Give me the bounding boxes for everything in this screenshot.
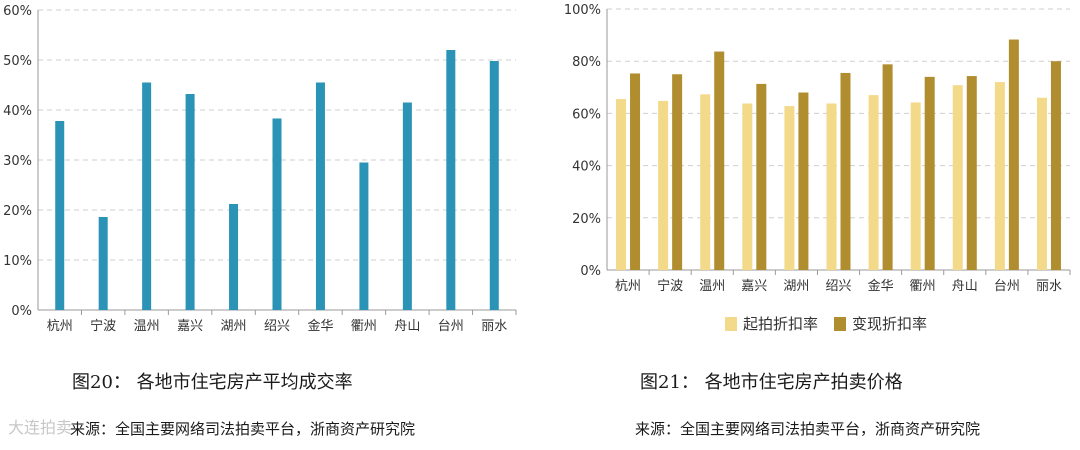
legend-swatch-start — [725, 316, 737, 331]
legend-label-realized: 变现折扣率 — [852, 315, 928, 333]
x-tick-label: 宁波 — [90, 318, 116, 334]
x-tick-label: 温州 — [699, 279, 725, 294]
y-tick-label: 50% — [3, 54, 32, 69]
bar — [359, 162, 369, 310]
bar — [840, 72, 851, 270]
right-chart-panel: 0% 20% 40% 60% 80% 100% 杭州 宁波 温州 嘉兴 湖州 绍兴 金华 衢州 舟山 台州 丽水 — [540, 0, 1080, 450]
y-tick-label: 40% — [572, 160, 601, 175]
bar — [1036, 97, 1047, 271]
y-tick-label: 20% — [572, 212, 601, 227]
bar — [185, 94, 195, 310]
x-tick-label: 温州 — [134, 319, 160, 334]
bar — [952, 85, 963, 270]
x-tick-label: 衢州 — [351, 319, 377, 334]
bar — [966, 76, 977, 271]
bar — [742, 103, 753, 271]
x-tick-label: 杭州 — [615, 279, 641, 294]
x-tick-label: 舟山 — [952, 279, 978, 294]
x-tick-label: 湖州 — [221, 319, 247, 334]
bar — [658, 100, 669, 270]
left-chart-panel: 0% 10% 20% 30% 40% 50% 60% 杭州 宁波 温州 嘉兴 湖州 绍兴 金华 衢州 舟山 台州… — [3, 4, 517, 334]
y-tick-label: 60% — [3, 4, 32, 19]
discount-rate-chart: 0% 20% 40% 60% 80% 100% 杭州 宁波 温州 嘉兴 湖州 绍兴 金华 衢州 舟山 台州 丽水 — [564, 3, 1071, 294]
x-tick-label: 绍兴 — [264, 319, 290, 334]
y-tick-label: 10% — [3, 254, 32, 269]
bar — [446, 50, 456, 310]
x-tick-label: 丽水 — [481, 319, 507, 334]
bar — [700, 94, 711, 270]
x-tick-label: 丽水 — [1036, 279, 1062, 294]
bar — [142, 82, 152, 310]
y-tick-label: 100% — [564, 3, 601, 18]
bar — [868, 95, 879, 270]
bar — [229, 204, 239, 310]
x-tick-label: 嘉兴 — [177, 319, 203, 334]
bar — [55, 121, 65, 310]
left-chart-source: 来源：全国主要网络司法拍卖平台，浙商资产研究院 — [70, 420, 416, 438]
bar — [924, 76, 935, 270]
bar — [994, 82, 1005, 270]
x-tick-label: 金华 — [868, 278, 894, 294]
bar — [672, 74, 683, 270]
y-tick-label: 60% — [572, 107, 601, 122]
legend-item-realized: 变现折扣率 — [834, 313, 927, 334]
bar — [826, 103, 837, 271]
bar — [756, 83, 767, 270]
x-tick-label: 台州 — [438, 319, 464, 334]
x-tick-label: 金华 — [307, 318, 333, 334]
right-chart-caption: 图21： 各地市住宅房产拍卖价格 — [640, 372, 903, 393]
bar — [1050, 61, 1061, 271]
bar — [272, 118, 282, 310]
x-tick-label: 台州 — [994, 279, 1020, 294]
y-tick-label: 0% — [580, 264, 601, 279]
bar — [616, 99, 627, 270]
legend-swatch-realized — [834, 316, 847, 331]
y-tick-label: 30% — [3, 154, 32, 169]
bar — [315, 82, 325, 310]
bar — [402, 102, 412, 310]
x-tick-label: 宁波 — [657, 278, 683, 294]
y-tick-label: 40% — [3, 104, 32, 119]
bar — [882, 64, 893, 270]
legend: 起拍折扣率 变现折扣率 — [725, 313, 943, 334]
x-tick-label: 衢州 — [910, 279, 936, 294]
legend-label-start: 起拍折扣率 — [743, 315, 819, 333]
bar — [1008, 39, 1019, 270]
x-tick-label: 绍兴 — [825, 279, 851, 294]
x-tick-label: 嘉兴 — [741, 279, 767, 294]
bar — [98, 217, 108, 310]
success-rate-chart: 0% 10% 20% 30% 40% 50% 60% 杭州 宁波 温州 嘉兴 湖州 绍兴 金华 衢州 舟山 台州… — [3, 4, 517, 334]
legend-item-start: 起拍折扣率 — [725, 313, 818, 334]
left-chart-caption: 图20： 各地市住宅房产平均成交率 — [72, 372, 353, 393]
y-tick-label: 0% — [11, 304, 32, 319]
x-tick-label: 湖州 — [783, 279, 809, 294]
watermark: 大连拍卖 — [8, 418, 73, 437]
bar — [630, 73, 641, 270]
bar — [489, 61, 499, 310]
y-tick-label: 20% — [3, 204, 32, 219]
bar — [910, 102, 921, 270]
right-chart-source: 来源：全国主要网络司法拍卖平台，浙商资产研究院 — [635, 420, 981, 438]
bar — [714, 51, 725, 270]
x-tick-label: 舟山 — [394, 319, 420, 334]
x-tick-label: 杭州 — [47, 319, 73, 334]
bar — [784, 106, 795, 270]
y-tick-label: 80% — [572, 55, 601, 70]
bar — [798, 92, 809, 271]
